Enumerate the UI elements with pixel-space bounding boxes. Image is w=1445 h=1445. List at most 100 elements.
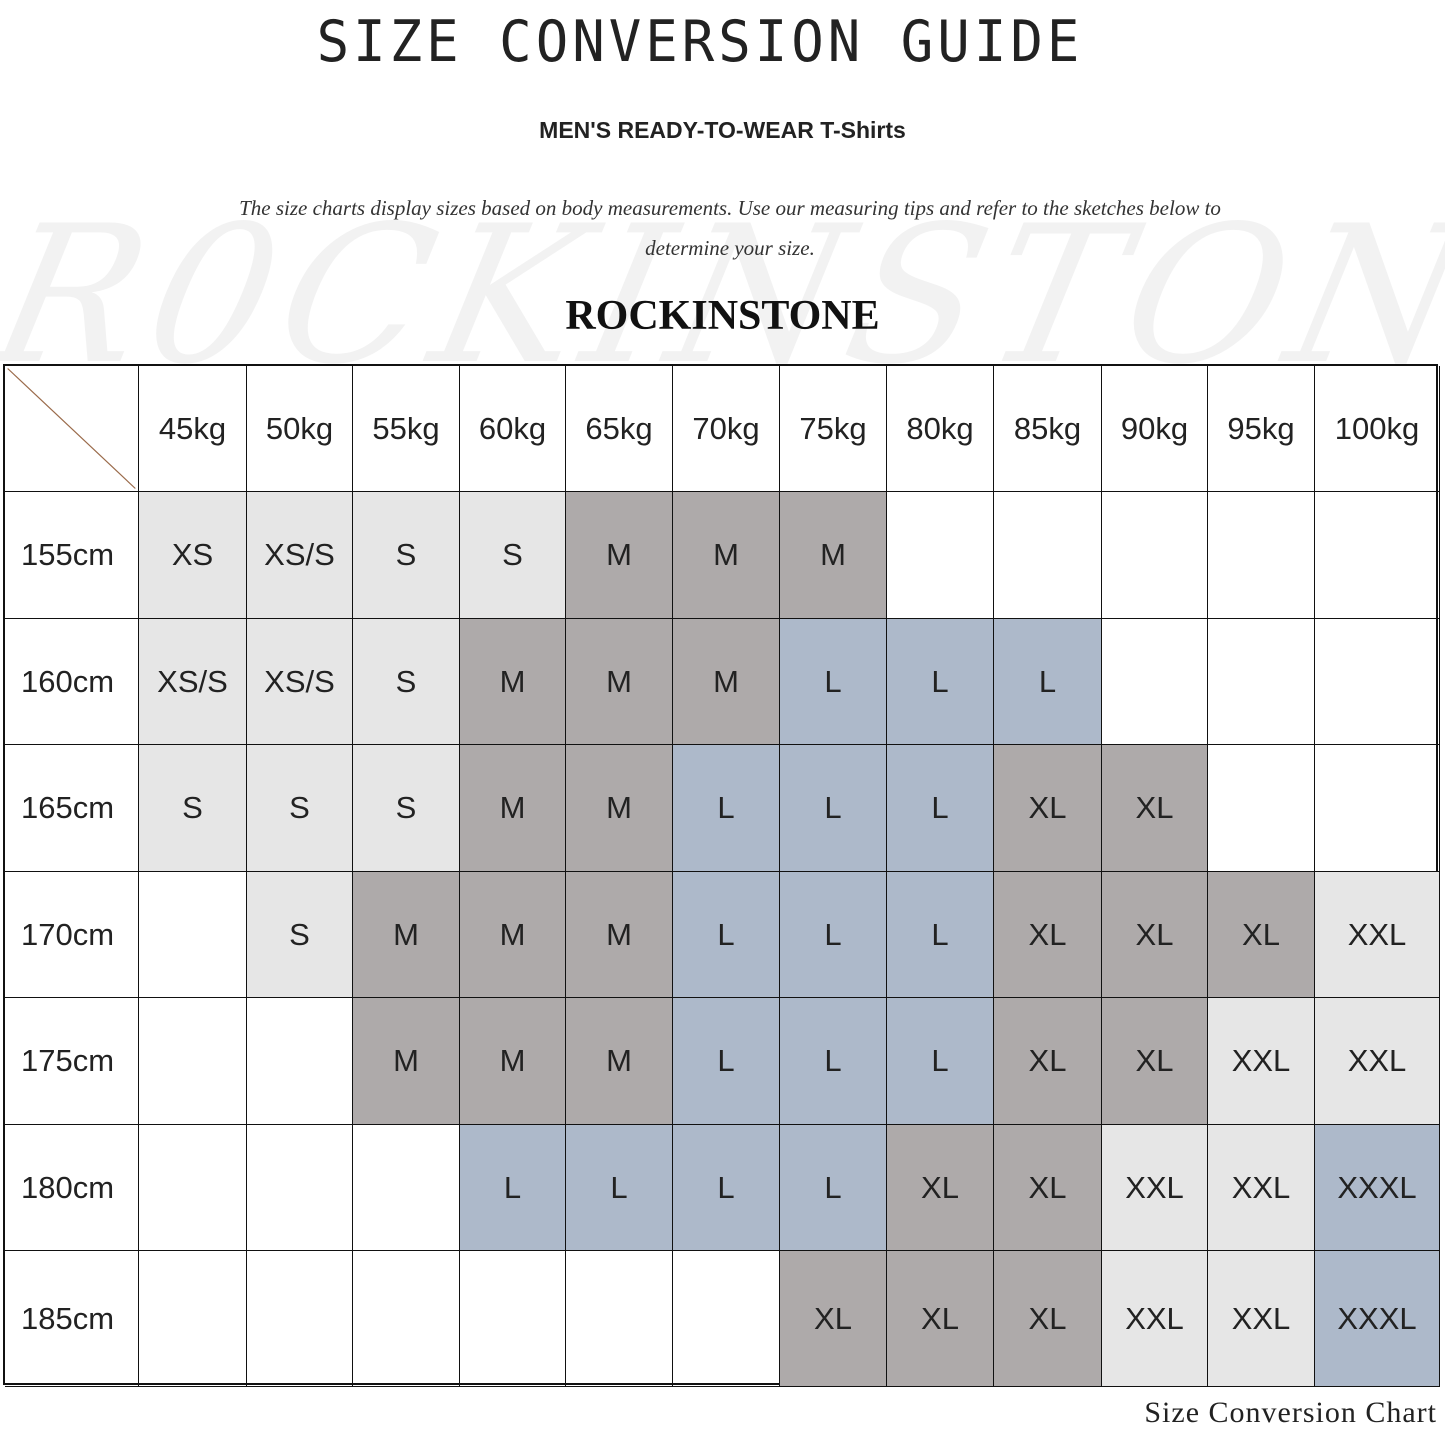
size-cell: M: [460, 619, 566, 745]
size-table: 45kg 50kg 55kg 60kg 65kg 70kg 75kg 80kg 85kg 90kg…: [3, 364, 1440, 1387]
column-header: 50kg: [247, 366, 353, 492]
size-cell: S: [247, 745, 353, 872]
column-header: 55kg: [353, 366, 460, 492]
size-cell: XXXL: [1315, 1251, 1440, 1387]
empty-cell: [1102, 492, 1208, 619]
size-cell: L: [994, 619, 1102, 745]
size-cell: S: [247, 872, 353, 998]
column-header: 95kg: [1208, 366, 1315, 492]
empty-cell: [247, 1125, 353, 1251]
size-cell: XXL: [1208, 998, 1315, 1125]
size-cell: M: [353, 872, 460, 998]
size-cell: M: [673, 492, 780, 619]
size-cell: L: [887, 619, 994, 745]
size-cell: M: [566, 619, 673, 745]
empty-cell: [994, 492, 1102, 619]
size-cell: M: [460, 872, 566, 998]
empty-cell: [1102, 619, 1208, 745]
empty-cell: [139, 1251, 247, 1387]
page-title: SIZE CONVERSION GUIDE: [316, 8, 1084, 75]
size-cell: S: [460, 492, 566, 619]
size-cell: XL: [1102, 872, 1208, 998]
size-cell: XL: [994, 1125, 1102, 1251]
size-cell: M: [566, 872, 673, 998]
size-cell: L: [780, 1125, 887, 1251]
empty-cell: [353, 1125, 460, 1251]
size-cell: M: [566, 998, 673, 1125]
size-cell: M: [353, 998, 460, 1125]
size-cell: XL: [994, 1251, 1102, 1387]
description: The size charts display sizes based on b…: [239, 196, 1221, 260]
size-cell: S: [353, 619, 460, 745]
row-header: 180cm: [5, 1125, 139, 1251]
size-cell: XL: [994, 872, 1102, 998]
empty-cell: [1208, 619, 1315, 745]
empty-cell: [139, 1125, 247, 1251]
column-header: 75kg: [780, 366, 887, 492]
size-cell: L: [566, 1125, 673, 1251]
empty-cell: [1208, 745, 1315, 872]
size-cell: L: [780, 872, 887, 998]
size-cell: L: [780, 998, 887, 1125]
empty-cell: [247, 1251, 353, 1387]
row-header: 185cm: [5, 1251, 139, 1387]
size-cell: S: [353, 745, 460, 872]
subtitle: MEN'S READY-TO-WEAR T-Shirts: [539, 117, 906, 143]
size-cell: XL: [1102, 998, 1208, 1125]
size-cell: M: [460, 745, 566, 872]
empty-cell: [1208, 492, 1315, 619]
corner-cell: [5, 366, 139, 492]
column-header: 45kg: [139, 366, 247, 492]
column-header: 70kg: [673, 366, 780, 492]
size-cell: XL: [1102, 745, 1208, 872]
size-cell: XL: [887, 1125, 994, 1251]
size-cell: XS/S: [247, 492, 353, 619]
size-cell: M: [780, 492, 887, 619]
empty-cell: [353, 1251, 460, 1387]
row-header: 170cm: [5, 872, 139, 998]
size-cell: XXL: [1208, 1125, 1315, 1251]
size-cell: XXL: [1102, 1125, 1208, 1251]
size-cell: L: [887, 998, 994, 1125]
size-cell: S: [139, 745, 247, 872]
size-cell: XXL: [1315, 872, 1440, 998]
column-header: 60kg: [460, 366, 566, 492]
size-cell: XXL: [1208, 1251, 1315, 1387]
empty-cell: [247, 998, 353, 1125]
column-header: 100kg: [1315, 366, 1440, 492]
size-cell: XXXL: [1315, 1125, 1440, 1251]
empty-cell: [1315, 745, 1440, 872]
size-cell: M: [566, 492, 673, 619]
size-cell: XL: [994, 745, 1102, 872]
row-header: 155cm: [5, 492, 139, 619]
size-cell: L: [887, 872, 994, 998]
size-cell: L: [673, 745, 780, 872]
column-header: 80kg: [887, 366, 994, 492]
footer-caption: Size Conversion Chart: [1144, 1396, 1437, 1429]
size-cell: M: [566, 745, 673, 872]
size-cell: S: [353, 492, 460, 619]
empty-cell: [139, 872, 247, 998]
size-cell: XL: [994, 998, 1102, 1125]
size-cell: L: [673, 998, 780, 1125]
row-header: 160cm: [5, 619, 139, 745]
empty-cell: [566, 1251, 673, 1387]
size-cell: L: [673, 872, 780, 998]
empty-cell: [1315, 619, 1440, 745]
empty-cell: [673, 1251, 780, 1387]
size-cell: M: [460, 998, 566, 1125]
size-cell: XL: [780, 1251, 887, 1387]
column-header: 65kg: [566, 366, 673, 492]
empty-cell: [139, 998, 247, 1125]
empty-cell: [887, 492, 994, 619]
brand-name: ROCKINSTONE: [565, 293, 880, 339]
size-cell: XS/S: [247, 619, 353, 745]
row-header: 175cm: [5, 998, 139, 1125]
size-cell: L: [460, 1125, 566, 1251]
size-cell: XS/S: [139, 619, 247, 745]
column-header: 90kg: [1102, 366, 1208, 492]
row-header: 165cm: [5, 745, 139, 872]
size-cell: M: [673, 619, 780, 745]
size-cell: L: [780, 745, 887, 872]
diagonal-line-icon: [5, 366, 138, 491]
